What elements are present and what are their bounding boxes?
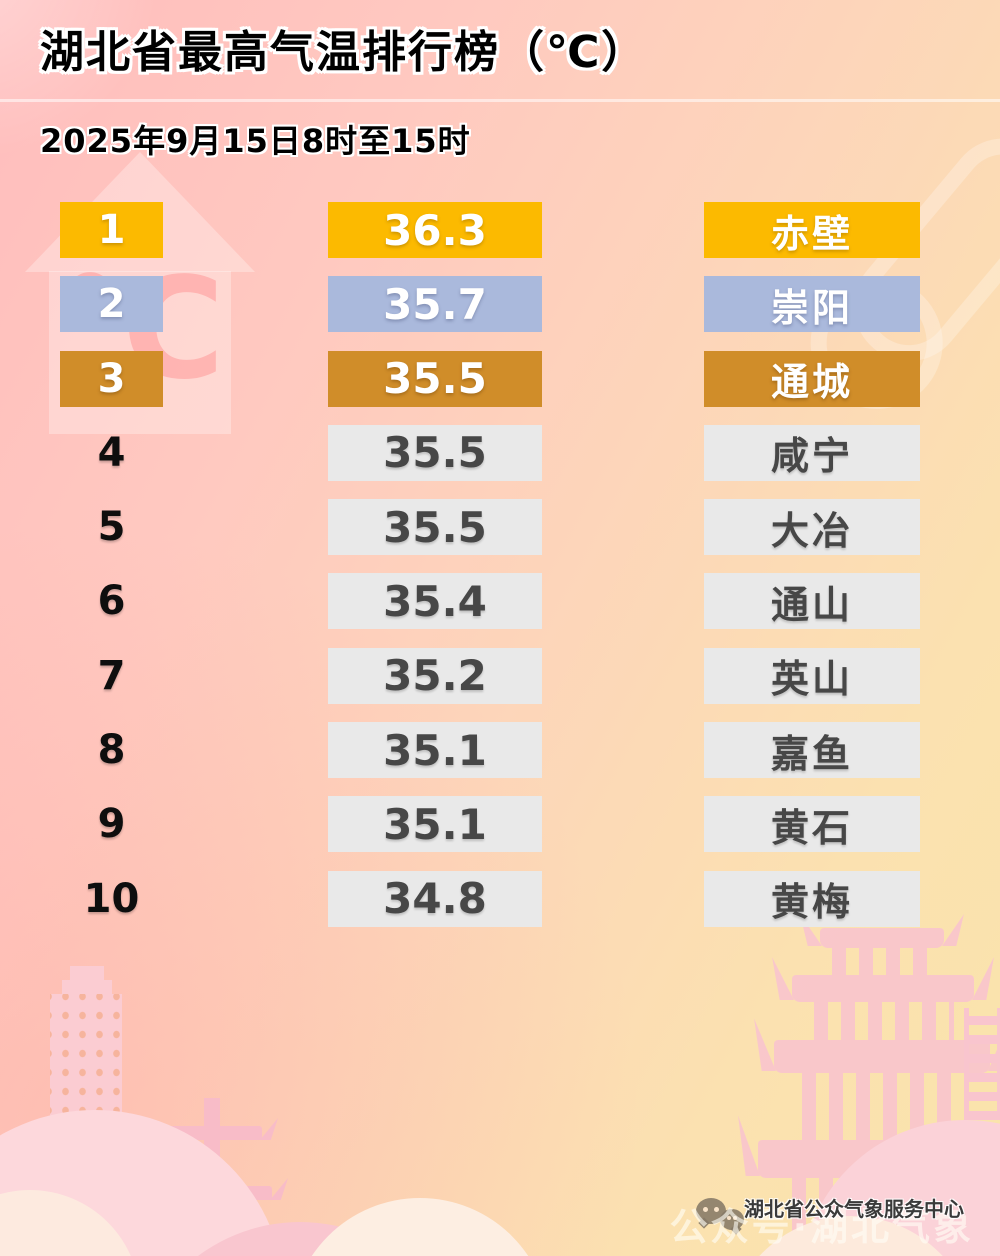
table-row: 6 35.4 通山 (0, 573, 1000, 630)
station-name: 英山 (704, 647, 920, 704)
station-name: 大冶 (704, 499, 920, 556)
station-name: 嘉鱼 (704, 722, 920, 779)
table-row: 1 36.3 赤壁 (0, 202, 1000, 258)
ranking-rows: 1 36.3 赤壁 2 35.7 崇阳 3 35.5 通城 4 35.5 咸宁 … (0, 202, 1000, 945)
header-divider (0, 99, 1000, 102)
wechat-icon (696, 1196, 750, 1240)
temperature-value: 35.4 (328, 573, 542, 630)
station-name: 咸宁 (704, 424, 920, 481)
temperature-value: 36.3 (328, 202, 542, 258)
rank-badge: 3 (60, 350, 163, 407)
rank-badge: 1 (60, 202, 163, 258)
station-name: 黄石 (704, 796, 920, 853)
temperature-value: 35.5 (328, 350, 542, 407)
temperature-value: 35.5 (328, 499, 542, 556)
tower-decoration (964, 1008, 1000, 1120)
table-row: 8 35.1 嘉鱼 (0, 722, 1000, 779)
station-name: 黄梅 (704, 870, 920, 927)
station-name: 崇阳 (704, 276, 920, 333)
station-name: 通城 (704, 350, 920, 407)
table-row: 4 35.5 咸宁 (0, 424, 1000, 481)
rank-badge: 10 (83, 875, 140, 922)
rank-badge: 2 (60, 276, 163, 333)
table-row: 3 35.5 通城 (0, 350, 1000, 407)
rank-badge: 8 (97, 727, 126, 774)
skyscraper-decoration (70, 966, 104, 982)
rank-badge: 7 (97, 652, 126, 699)
rank-badge: 9 (97, 801, 126, 848)
station-name: 赤壁 (704, 202, 920, 258)
temperature-value: 35.1 (328, 796, 542, 853)
table-row: 9 35.1 黄石 (0, 796, 1000, 853)
rank-badge: 6 (97, 578, 126, 625)
table-row: 2 35.7 崇阳 (0, 276, 1000, 333)
table-row: 7 35.2 英山 (0, 647, 1000, 704)
rank-badge: 5 (97, 504, 126, 551)
table-row: 10 34.8 黄梅 (0, 870, 1000, 927)
temperature-value: 35.7 (328, 276, 542, 333)
date-range-subtitle: 2025年9月15日8时至15时 (40, 122, 471, 160)
temperature-value: 35.1 (328, 722, 542, 779)
wechat-account-watermark: 公众号·湖北气象 (669, 1205, 974, 1249)
skyscraper-decoration (62, 980, 112, 996)
page-title: 湖北省最高气温排行榜（℃） (40, 27, 648, 78)
temperature-value: 34.8 (328, 870, 542, 927)
rank-badge: 4 (97, 429, 126, 476)
station-name: 通山 (704, 573, 920, 630)
temperature-value: 35.2 (328, 647, 542, 704)
table-row: 5 35.5 大冶 (0, 499, 1000, 556)
credit-text: 湖北省公众气象服务中心 (744, 1197, 964, 1221)
temperature-value: 35.5 (328, 424, 542, 481)
